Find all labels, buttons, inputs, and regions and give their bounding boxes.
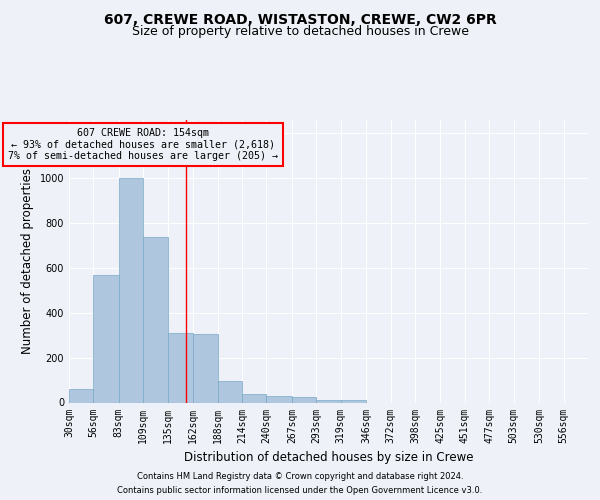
Bar xyxy=(242,394,266,402)
Bar xyxy=(193,334,218,402)
Bar xyxy=(266,396,292,402)
X-axis label: Distribution of detached houses by size in Crewe: Distribution of detached houses by size … xyxy=(184,451,473,464)
Bar xyxy=(341,400,366,402)
Bar xyxy=(316,400,341,402)
Bar xyxy=(218,381,242,402)
Bar xyxy=(168,333,193,402)
Bar xyxy=(119,178,143,402)
Bar xyxy=(143,238,168,402)
Bar xyxy=(292,398,316,402)
Y-axis label: Number of detached properties: Number of detached properties xyxy=(21,168,34,354)
Text: 607 CREWE ROAD: 154sqm
← 93% of detached houses are smaller (2,618)
7% of semi-d: 607 CREWE ROAD: 154sqm ← 93% of detached… xyxy=(8,128,278,161)
Text: 607, CREWE ROAD, WISTASTON, CREWE, CW2 6PR: 607, CREWE ROAD, WISTASTON, CREWE, CW2 6… xyxy=(104,12,496,26)
Text: Contains HM Land Registry data © Crown copyright and database right 2024.: Contains HM Land Registry data © Crown c… xyxy=(137,472,463,481)
Bar xyxy=(94,276,119,402)
Bar xyxy=(69,389,94,402)
Text: Size of property relative to detached houses in Crewe: Size of property relative to detached ho… xyxy=(131,25,469,38)
Text: Contains public sector information licensed under the Open Government Licence v3: Contains public sector information licen… xyxy=(118,486,482,495)
